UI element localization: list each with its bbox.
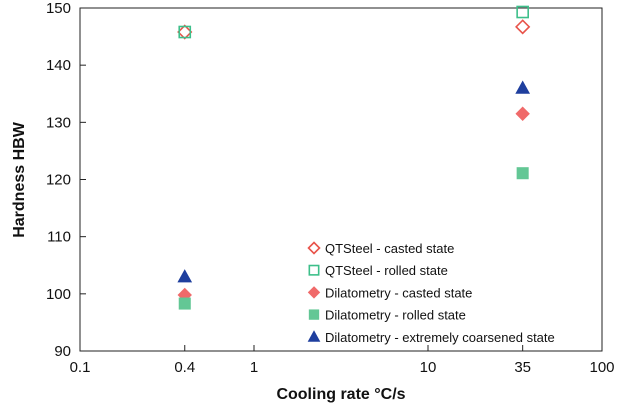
y-tick-label: 150 — [46, 0, 71, 17]
legend-marker — [307, 286, 321, 299]
data-point — [515, 19, 531, 35]
data-point — [177, 269, 193, 283]
legend-marker — [307, 241, 321, 255]
y-tick-label: 130 — [46, 114, 71, 131]
legend-label: QTSteel - rolled state — [325, 263, 448, 278]
x-tick-label: 10 — [420, 359, 437, 376]
data-point — [516, 5, 529, 19]
data-point — [516, 167, 529, 180]
x-axis-ticks: 0.1 0.4 1 10 35 100 — [70, 345, 615, 376]
data-points — [177, 5, 531, 310]
legend-label: Dilatometry - rolled state — [325, 308, 466, 323]
legend-label: Dilatometry - extremely coarsened state — [325, 330, 555, 345]
data-point — [515, 106, 530, 121]
legend-label: Dilatometry - casted state — [325, 285, 472, 300]
legend-label: QTSteel - casted state — [325, 241, 454, 256]
y-axis-title: Hardness HBW — [11, 121, 28, 237]
x-axis-title: Cooling rate °C/s — [276, 386, 405, 403]
legend-marker — [308, 264, 320, 276]
y-tick-label: 110 — [47, 229, 71, 246]
legend-marker — [307, 330, 321, 342]
data-point — [515, 80, 531, 94]
data-point — [178, 25, 192, 39]
y-tick-label: 100 — [46, 286, 71, 303]
y-tick-label: 140 — [46, 57, 71, 74]
x-tick-label: 0.1 — [70, 359, 91, 376]
y-tick-label: 120 — [46, 172, 71, 189]
y-tick-label: 90 — [54, 343, 71, 360]
plot-area — [79, 7, 603, 352]
x-tick-label: 35 — [514, 359, 531, 376]
data-point — [177, 24, 193, 40]
legend: QTSteel - casted state QTSteel - rolled s… — [307, 241, 555, 345]
x-tick-label: 0.4 — [174, 359, 195, 376]
x-tick-label: 1 — [250, 359, 258, 376]
x-tick-label: 100 — [589, 359, 614, 376]
y-axis-ticks: 90 100 110 120 130 140 150 — [46, 0, 86, 360]
data-point — [178, 297, 191, 310]
legend-marker — [308, 309, 320, 320]
